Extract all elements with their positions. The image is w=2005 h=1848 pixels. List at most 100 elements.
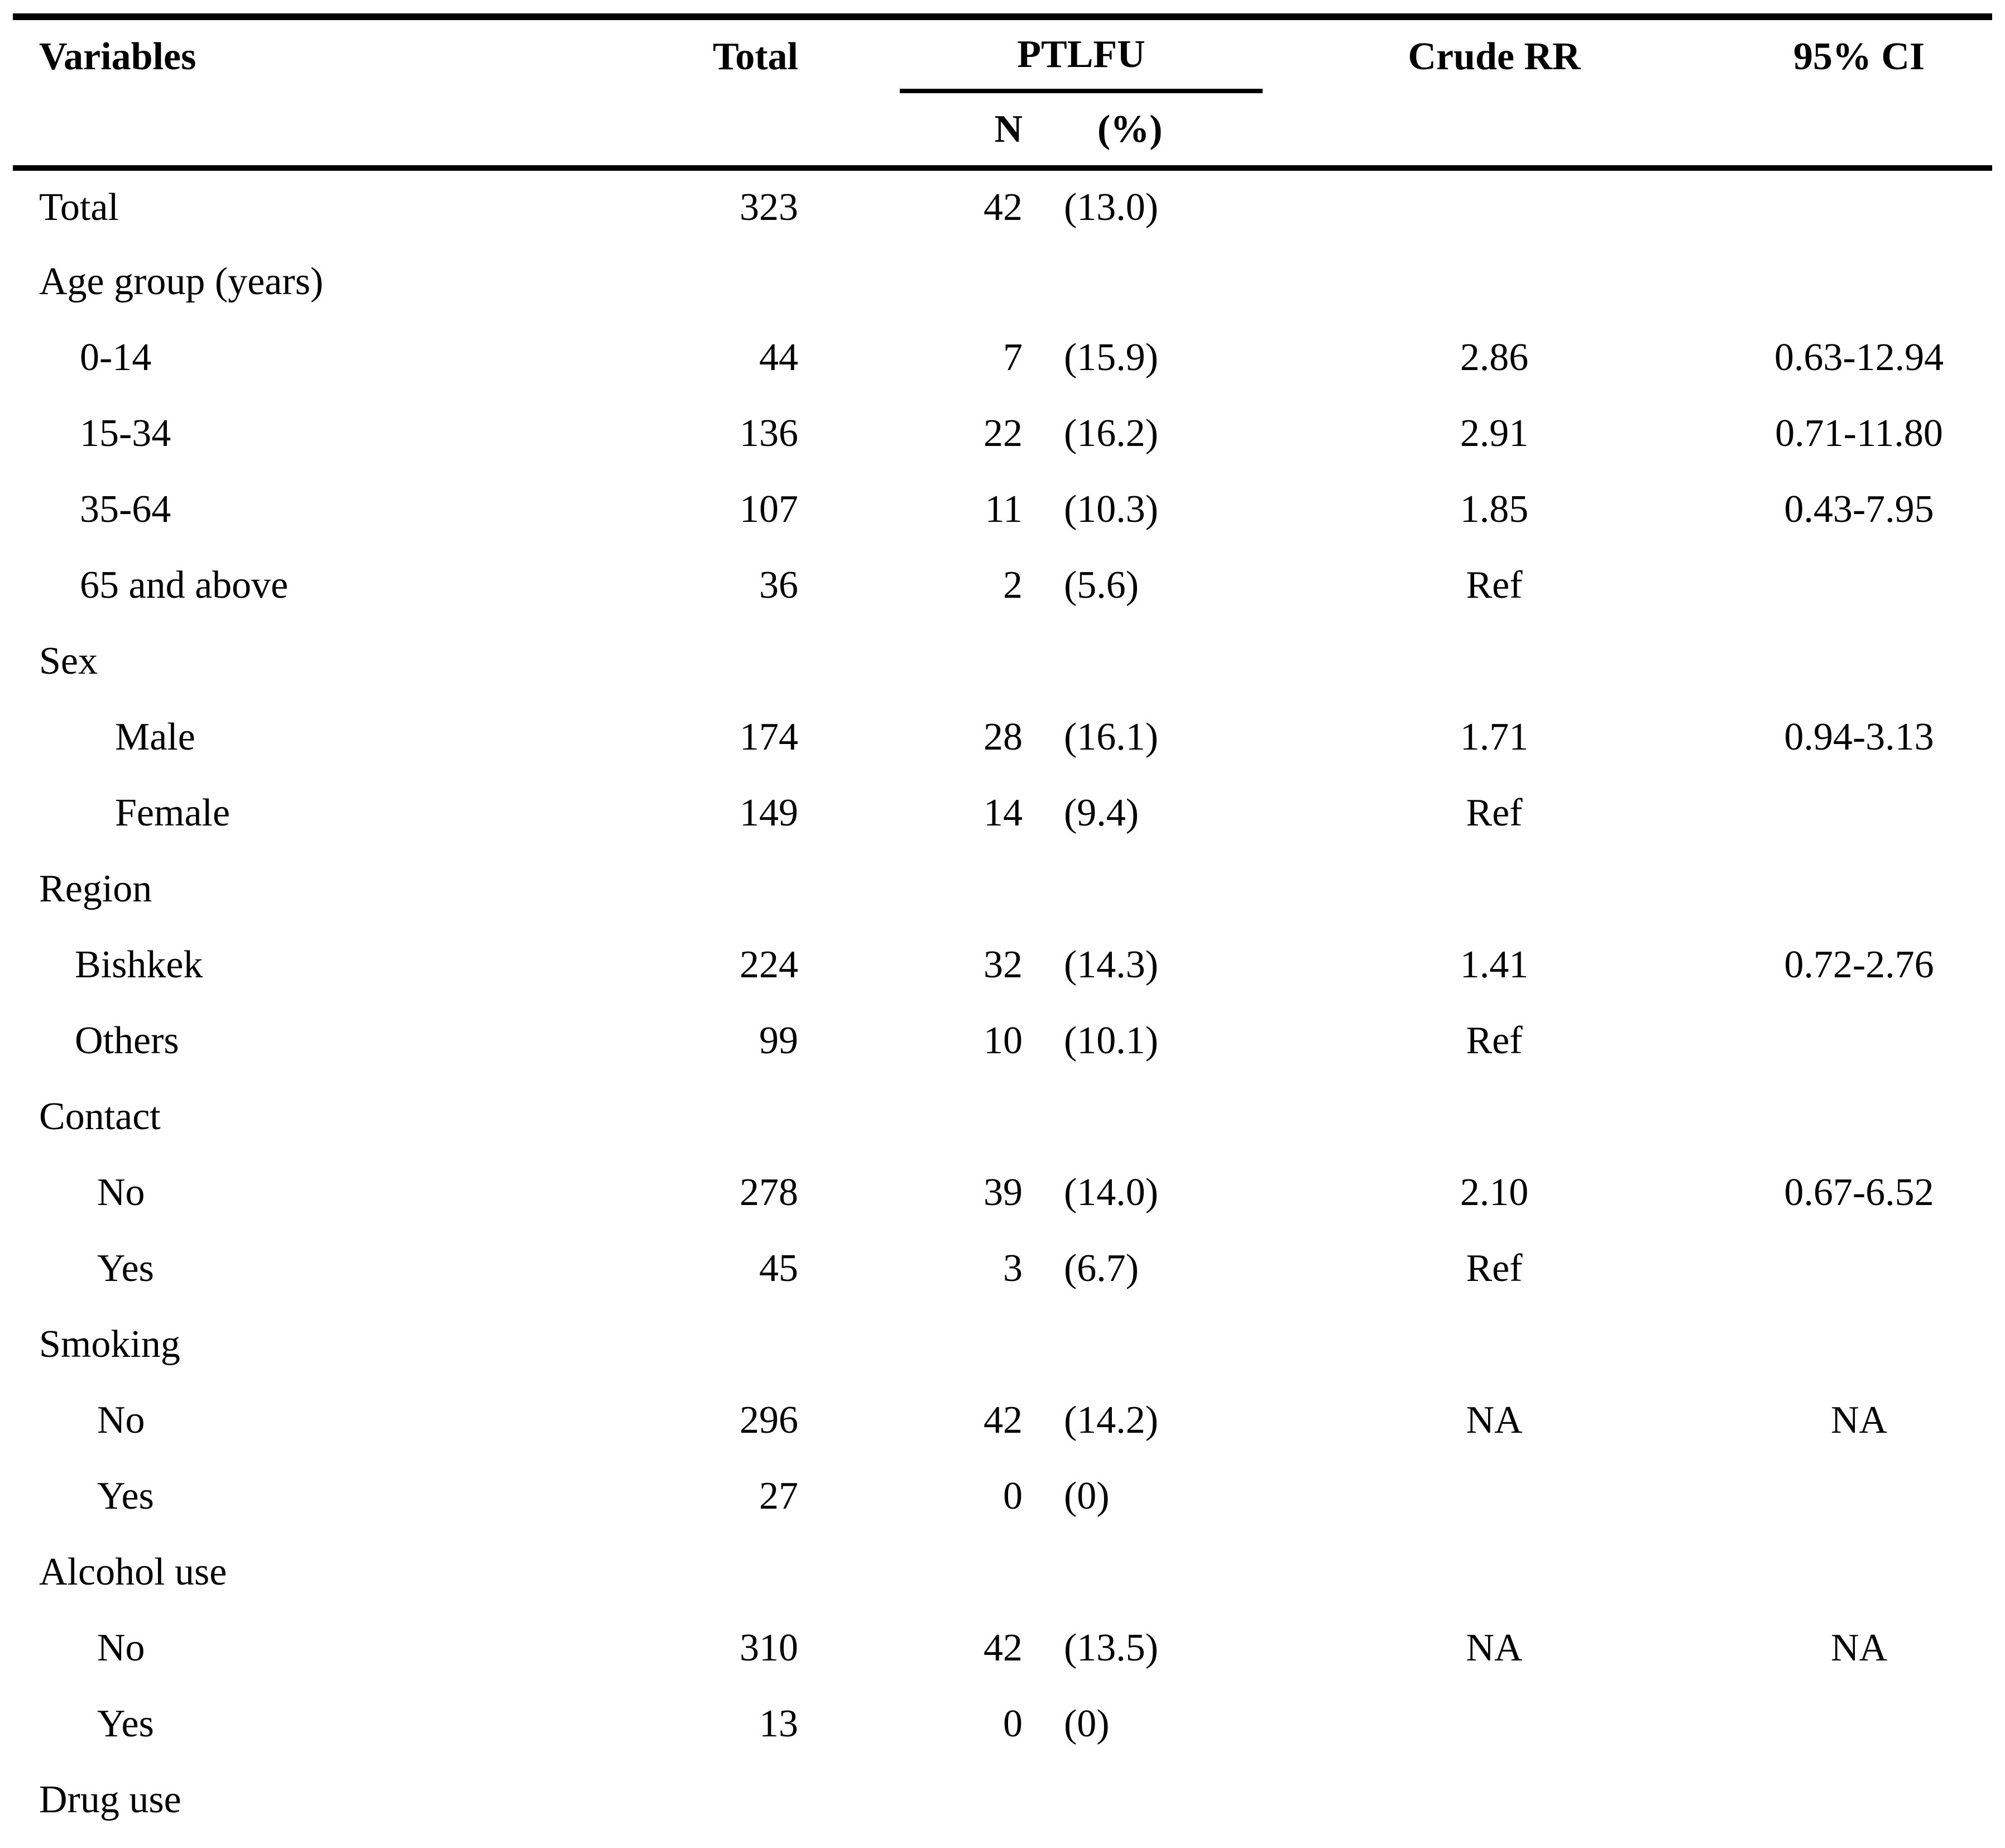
cell-crude-rr: 1.85	[1460, 488, 1529, 531]
cell-ci	[1726, 623, 1992, 699]
cell-crude-rr	[1263, 623, 1726, 699]
row-label: Yes	[97, 1247, 154, 1290]
header-n: N	[798, 93, 1023, 171]
header-row-1: Variables Total PTLFU Crude RR 95% CI	[13, 17, 1992, 93]
cell-n: 0	[1003, 1475, 1023, 1518]
cell-crude-rr	[1263, 1534, 1726, 1610]
cell-pct	[1023, 244, 1263, 320]
row-label: Age group (years)	[39, 260, 324, 303]
cell-n	[798, 1079, 1023, 1155]
table-row: Total 323 42 (13.0)	[13, 168, 1992, 244]
table-row: Smoking	[13, 1307, 1992, 1383]
cell-n	[798, 851, 1023, 927]
cell-crude-rr: NA	[1466, 1626, 1523, 1669]
cell-total: 174	[740, 716, 798, 759]
cell-total	[616, 244, 798, 320]
table-row: No 310 42 (13.5) NA NA	[13, 1610, 1992, 1686]
header-ci: 95% CI	[1793, 35, 1925, 78]
row-label: Others	[75, 1019, 179, 1062]
cell-ci: NA	[1830, 1626, 1888, 1669]
cell-n: 28	[984, 716, 1023, 759]
row-label: Female	[115, 791, 231, 834]
header-variables: Variables	[39, 35, 196, 78]
cell-total: 44	[759, 336, 798, 379]
cell-n: 39	[984, 1171, 1023, 1214]
cell-pct: (14.0)	[1064, 1171, 1159, 1214]
cell-crude-rr	[1263, 1458, 1726, 1534]
cell-total: 296	[740, 1399, 798, 1442]
cell-n: 11	[985, 488, 1023, 531]
table-row: Yes 27 0 (0)	[13, 1458, 1992, 1534]
table-row: No 278 39 (14.0) 2.10 0.67-6.52	[13, 1155, 1992, 1231]
cell-pct: (14.3)	[1064, 943, 1159, 986]
header-pct: (%)	[1023, 93, 1263, 171]
cell-ci	[1726, 244, 1992, 320]
cell-total: 323	[740, 185, 798, 229]
cell-crude-rr: 2.10	[1460, 1171, 1529, 1214]
cell-total: 149	[740, 791, 798, 834]
header-ptlfu: PTLFU	[900, 20, 1263, 93]
cell-n	[798, 623, 1023, 699]
table-row: Others 99 10 (10.1) Ref	[13, 1003, 1992, 1079]
cell-n	[798, 1762, 1023, 1838]
cell-pct: (0)	[1064, 1702, 1110, 1745]
table-row: Drug use	[13, 1762, 1992, 1838]
cell-n: 32	[984, 943, 1023, 986]
cell-crude-rr	[1263, 1686, 1726, 1762]
row-label: Male	[115, 716, 195, 759]
cell-n: 2	[1003, 564, 1023, 607]
cell-n: 7	[1003, 336, 1023, 379]
cell-total	[616, 1762, 798, 1838]
cell-pct: (14.2)	[1064, 1399, 1159, 1442]
table-row: Alcohol use	[13, 1534, 1992, 1610]
row-label: Drug use	[39, 1778, 181, 1821]
cell-n: 14	[984, 791, 1023, 834]
table-row: 65 and above 36 2 (5.6) Ref	[13, 548, 1992, 623]
cell-pct: (5.6)	[1064, 564, 1139, 607]
table-header: Variables Total PTLFU Crude RR 95% CI N …	[13, 17, 1992, 171]
cell-crude-rr: 2.86	[1460, 336, 1529, 379]
table-row: Region	[13, 851, 1992, 927]
cell-total	[616, 1534, 798, 1610]
cell-crude-rr	[1263, 1762, 1726, 1838]
cell-n: 0	[1003, 1702, 1023, 1745]
cell-pct	[1023, 1079, 1263, 1155]
row-label: Contact	[39, 1095, 161, 1138]
header-spacer-variables	[13, 93, 616, 171]
cell-ci	[1726, 1534, 1992, 1610]
cell-pct	[1023, 851, 1263, 927]
cell-ci	[1726, 775, 1992, 851]
table-body: Total 323 42 (13.0) Age group (years) 0-14 44 7…	[13, 168, 1992, 1838]
header-total: Total	[712, 35, 798, 78]
row-label: 35-64	[80, 488, 171, 531]
row-label: Smoking	[39, 1323, 180, 1366]
table-row: Male 174 28 (16.1) 1.71 0.94-3.13	[13, 699, 1992, 775]
cell-total: 99	[759, 1019, 798, 1062]
cell-crude-rr	[1263, 168, 1726, 244]
cell-crude-rr	[1263, 1079, 1726, 1155]
cell-crude-rr: 1.41	[1460, 943, 1529, 986]
cell-ci	[1726, 1458, 1992, 1534]
cell-total	[616, 851, 798, 927]
cell-pct: (9.4)	[1064, 791, 1139, 834]
header-crude-rr: Crude RR	[1408, 35, 1581, 78]
table-row: Female 149 14 (9.4) Ref	[13, 775, 1992, 851]
cell-crude-rr: NA	[1466, 1399, 1523, 1442]
cell-crude-rr: 1.71	[1460, 716, 1529, 759]
cell-n: 22	[984, 412, 1023, 455]
cell-ci	[1726, 1231, 1992, 1307]
cell-pct: (10.1)	[1064, 1019, 1159, 1062]
cell-n	[798, 1534, 1023, 1610]
table-row: Yes 13 0 (0)	[13, 1686, 1992, 1762]
header-row-2: N (%)	[13, 93, 1992, 171]
row-label: No	[97, 1171, 145, 1214]
cell-total	[616, 1307, 798, 1383]
cell-total	[616, 623, 798, 699]
cell-n: 42	[984, 1626, 1023, 1669]
cell-pct: (6.7)	[1064, 1247, 1139, 1290]
cell-total: 136	[740, 412, 798, 455]
cell-crude-rr: Ref	[1466, 791, 1523, 834]
row-label: Region	[39, 867, 152, 910]
header-spacer-total	[616, 93, 798, 171]
